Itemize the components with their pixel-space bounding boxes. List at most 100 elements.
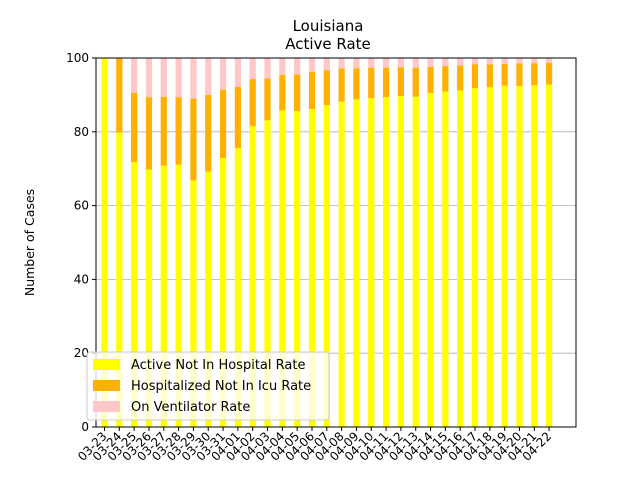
bar-segment-1 <box>457 90 464 428</box>
bar-segment-2 <box>368 67 375 99</box>
bar-segment-3 <box>427 58 434 67</box>
bar-segment-2 <box>353 68 360 100</box>
axes-frame <box>95 57 577 428</box>
legend-label: Active Not In Hospital Rate <box>131 358 305 373</box>
y-axis-label: Number of Cases <box>22 189 37 296</box>
bar-segment-1 <box>294 111 301 428</box>
bar-segment-2 <box>471 64 479 89</box>
y-axis-ticks: 0 20 40 60 80 100 <box>66 51 96 434</box>
bar-segment-2 <box>190 98 197 181</box>
bar-segment-3 <box>234 58 241 87</box>
bar-segment-3 <box>175 58 182 98</box>
bar-segment-1 <box>397 96 404 427</box>
bar-segment-1 <box>145 169 153 428</box>
bar-segment-3 <box>205 58 212 95</box>
bar-segment-1 <box>279 110 286 427</box>
bar-segment-1 <box>205 171 212 427</box>
bar-segment-3 <box>294 58 301 75</box>
bar-segment-3 <box>264 58 271 79</box>
bars-layer <box>101 58 553 428</box>
bar-segment-2 <box>234 86 241 149</box>
bar-segment-2 <box>219 89 227 158</box>
y-tick-label: 20 <box>74 346 89 360</box>
bar-segment-2 <box>338 68 345 102</box>
bar-segment-2 <box>412 67 419 97</box>
y-tick-label: 80 <box>74 125 89 139</box>
bar-segment-2 <box>323 70 330 106</box>
bar-segment-2 <box>546 62 553 85</box>
bar-segment-3 <box>486 58 493 65</box>
bar-segment-1 <box>264 120 271 428</box>
bar-segment-1 <box>234 148 241 427</box>
bar-segment-2 <box>116 58 123 133</box>
bar-segment-1 <box>175 164 182 428</box>
bar-segment-3 <box>516 58 523 64</box>
bar-segment-1 <box>338 101 345 428</box>
bar-segment-1 <box>308 108 316 427</box>
y-tick-label: 40 <box>74 272 89 286</box>
bar-segment-2 <box>308 71 316 109</box>
bar-segment-3 <box>308 58 316 72</box>
bar-segment-1 <box>501 85 508 428</box>
bar-segment-1 <box>471 88 479 428</box>
bar-segment-1 <box>531 85 538 427</box>
bar-segment-2 <box>442 66 449 92</box>
bar-segment-3 <box>190 58 197 99</box>
y-tick-label: 100 <box>66 51 89 65</box>
bar-segment-2 <box>397 67 404 97</box>
y-tick-label: 60 <box>74 199 89 213</box>
bar-segment-1 <box>219 157 227 427</box>
legend-swatch <box>93 401 120 412</box>
bar-segment-3 <box>323 58 330 71</box>
legend-label: Hospitalized Not In Icu Rate <box>131 379 311 394</box>
bar-segment-3 <box>412 58 419 68</box>
bar-segment-3 <box>531 58 538 64</box>
bar-segment-1 <box>249 126 256 427</box>
bar-segment-2 <box>382 67 390 98</box>
bar-segment-3 <box>249 58 256 80</box>
bar-segment-2 <box>531 63 538 86</box>
bar-segment-1 <box>486 87 493 427</box>
bar-segment-3 <box>368 58 375 68</box>
bar-segment-3 <box>353 58 360 69</box>
bar-segment-2 <box>264 78 271 121</box>
chart-title: Louisiana <box>292 17 364 35</box>
legend-swatch <box>93 380 120 391</box>
bar-segment-1 <box>101 58 108 427</box>
bar-segment-3 <box>397 58 404 68</box>
bar-segment-3 <box>145 58 153 98</box>
bar-segment-3 <box>457 58 464 66</box>
bar-segment-1 <box>516 86 523 427</box>
bar-segment-1 <box>116 132 123 427</box>
bar-segment-2 <box>131 92 138 163</box>
bar-segment-3 <box>382 58 390 68</box>
bar-segment-1 <box>427 93 434 428</box>
bar-segment-3 <box>501 58 508 64</box>
bar-segment-2 <box>516 63 523 87</box>
bar-segment-2 <box>427 66 434 94</box>
bar-segment-2 <box>457 65 464 91</box>
y-tick-label: 0 <box>81 420 89 434</box>
bar-segment-2 <box>205 94 212 172</box>
bar-segment-2 <box>145 97 153 170</box>
legend-box <box>86 351 330 421</box>
bar-segment-3 <box>160 58 167 97</box>
legend: Active Not In Hospital Rate Hospitalized … <box>86 351 330 421</box>
legend-label: On Ventilator Rate <box>131 400 250 415</box>
bar-segment-3 <box>219 58 227 90</box>
bar-segment-2 <box>279 74 286 111</box>
bar-segment-1 <box>412 96 419 428</box>
bar-segment-1 <box>368 98 375 427</box>
bar-segment-1 <box>131 162 138 428</box>
bar-segment-1 <box>353 99 360 427</box>
bar-segment-2 <box>249 79 256 127</box>
bar-segment-3 <box>546 58 553 63</box>
bar-segment-3 <box>279 58 286 75</box>
bar-segment-3 <box>131 58 138 93</box>
bar-segment-2 <box>294 74 301 112</box>
bar-segment-3 <box>471 58 479 65</box>
bar-segment-2 <box>160 96 167 166</box>
bar-segment-2 <box>501 63 508 86</box>
bar-segment-1 <box>190 180 197 427</box>
